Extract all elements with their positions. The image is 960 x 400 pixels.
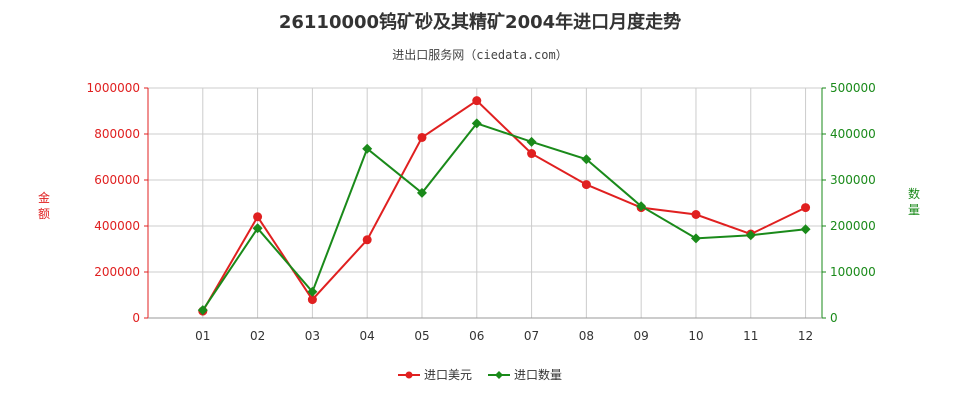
x-tick-label: 02 (250, 329, 265, 343)
series-line-2 (201, 122, 806, 311)
series-2-point (307, 286, 318, 297)
series-2-point (526, 136, 537, 147)
legend-marker-1 (405, 371, 413, 379)
chart-title: 26110000钨矿砂及其精矿2004年进口月度走势 (278, 12, 682, 33)
series-1-point (801, 203, 811, 213)
left-tick-label: 0 (132, 311, 140, 325)
x-tick-label: 06 (469, 329, 484, 343)
series-1-point (307, 295, 317, 305)
series-2-point (197, 305, 208, 316)
left-axis-label: 金额 (37, 191, 50, 221)
x-tick-label: 12 (798, 329, 813, 343)
legend-label-2: 进口数量 (514, 367, 562, 382)
left-tick-label: 1000000 (87, 81, 140, 95)
legend-marker-2 (495, 371, 503, 379)
x-tick-label: 04 (360, 329, 375, 343)
series-1-point (472, 96, 482, 106)
series-2-point (471, 118, 482, 129)
legend-label-1: 进口美元 (424, 368, 472, 382)
right-axis-label: 数量 (907, 187, 920, 217)
x-tick-label: 01 (195, 329, 210, 343)
left-tick-label: 600000 (94, 173, 140, 187)
series-2-point (416, 187, 427, 198)
x-tick-label: 07 (524, 329, 539, 343)
series-2-point (745, 230, 756, 241)
series-1-point (527, 149, 537, 159)
series-2-point (581, 154, 592, 165)
right-tick-label: 300000 (830, 173, 876, 187)
right-tick-label: 400000 (830, 127, 876, 141)
x-tick-label: 05 (414, 329, 429, 343)
chart-subtitle: 进出口服务网（ciedata.com） (392, 48, 568, 62)
left-tick-label: 200000 (94, 265, 140, 279)
series-1-point (581, 180, 591, 190)
right-tick-label: 0 (830, 311, 838, 325)
series-line-1 (201, 99, 807, 312)
series-1-point (362, 235, 372, 245)
left-tick-label: 400000 (94, 219, 140, 233)
x-tick-label: 08 (579, 329, 594, 343)
left-tick-label: 800000 (94, 127, 140, 141)
series-2-point (690, 233, 701, 244)
x-tick-label: 03 (305, 329, 320, 343)
right-tick-label: 200000 (830, 219, 876, 233)
series-2-point (800, 224, 811, 235)
x-tick-label: 11 (743, 329, 758, 343)
x-tick-label: 09 (634, 329, 649, 343)
series-2-point (252, 223, 263, 234)
series-1-point (417, 132, 427, 142)
series-1-point (691, 210, 701, 219)
series-1-point (253, 212, 263, 222)
series-2-point (636, 201, 647, 212)
right-tick-label: 100000 (830, 265, 876, 279)
series-2-point (362, 143, 373, 154)
right-tick-label: 500000 (830, 81, 876, 95)
x-tick-label: 10 (688, 329, 703, 343)
